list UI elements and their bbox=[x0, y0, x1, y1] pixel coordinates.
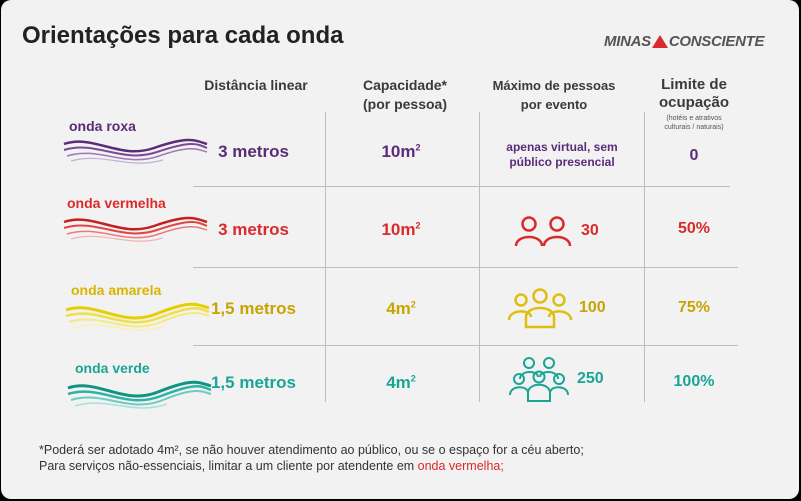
divider-row-1 bbox=[193, 186, 730, 187]
header-capacity-line1: Capacidade* bbox=[362, 77, 448, 93]
divider-vertical-3 bbox=[644, 112, 645, 402]
limit-amarela: 75% bbox=[677, 299, 711, 316]
footnote-line2: Para serviços não-essenciais, limitar a … bbox=[39, 458, 584, 474]
brand-logo-left: MINAS bbox=[604, 33, 651, 50]
footnote-line2-text: Para serviços não-essenciais, limitar a … bbox=[39, 459, 418, 473]
wave-vermelha-icon bbox=[63, 216, 208, 242]
footnote-line1: *Poderá ser adotado 4m², se não houver a… bbox=[39, 443, 584, 457]
max-people-vermelha-count: 30 bbox=[581, 222, 599, 239]
header-occupancy-limit: Limite de ocupação (hotéis e atrativos c… bbox=[644, 76, 744, 132]
group-people-icon bbox=[507, 288, 573, 329]
capacity-amarela: 4m2 bbox=[331, 299, 471, 319]
page-title: Orientações para cada onda bbox=[22, 22, 344, 49]
footnote: *Poderá ser adotado 4m², se não houver a… bbox=[39, 442, 584, 474]
header-capacity: Capacidade* (por pessoa) bbox=[345, 76, 465, 114]
max-people-amarela: 100 bbox=[507, 287, 606, 329]
wave-roxa-icon bbox=[63, 138, 208, 164]
distance-vermelha: 3 metros bbox=[218, 220, 289, 239]
capacity-roxa-sup: 2 bbox=[415, 142, 421, 153]
header-max-people-line2: por evento bbox=[520, 97, 588, 112]
capacity-vermelha-value: 10m bbox=[381, 220, 416, 239]
limit-roxa: 0 bbox=[689, 147, 699, 164]
max-people-verde: 250 bbox=[509, 355, 604, 403]
header-limit-line2: ocupação bbox=[658, 94, 730, 111]
divider-vertical-2 bbox=[479, 112, 480, 402]
header-distance-label: Distância linear bbox=[204, 77, 308, 93]
wave-verde-icon bbox=[67, 380, 212, 409]
header-capacity-line2: (por pessoa) bbox=[362, 96, 447, 112]
capacity-roxa-value: 10m bbox=[381, 142, 416, 161]
header-limit-line1: Limite de bbox=[661, 76, 727, 93]
capacity-verde-value: 4m bbox=[386, 373, 411, 392]
header-limit-note-line2: culturais / naturais) bbox=[664, 124, 724, 131]
max-people-verde-count: 250 bbox=[577, 370, 604, 387]
capacity-amarela-sup: 2 bbox=[410, 299, 416, 310]
divider-row-2 bbox=[193, 267, 738, 268]
wave-name-vermelha: onda vermelha bbox=[67, 195, 166, 211]
distance-verde: 1,5 metros bbox=[210, 373, 297, 392]
crowd-people-icon bbox=[509, 357, 569, 402]
limit-vermelha: 50% bbox=[677, 220, 711, 237]
capacity-vermelha: 10m2 bbox=[331, 220, 471, 240]
max-people-roxa: apenas virtual, sem público presencial bbox=[483, 140, 641, 170]
wave-name-verde: onda verde bbox=[75, 360, 150, 376]
capacity-roxa: 10m2 bbox=[331, 142, 471, 162]
two-people-icon bbox=[514, 216, 572, 247]
divider-vertical-1 bbox=[325, 112, 326, 402]
capacity-amarela-value: 4m bbox=[386, 299, 411, 318]
max-people-vermelha: 30 bbox=[513, 214, 599, 248]
max-people-roxa-line2: público presencial bbox=[509, 155, 615, 169]
footnote-line2-highlight: onda vermelha; bbox=[417, 459, 504, 473]
limit-verde: 100% bbox=[673, 373, 715, 390]
distance-roxa: 3 metros bbox=[218, 142, 289, 161]
max-people-amarela-count: 100 bbox=[579, 299, 606, 316]
wave-name-amarela: onda amarela bbox=[71, 282, 162, 298]
divider-row-3 bbox=[193, 345, 738, 346]
wave-amarela-icon bbox=[65, 302, 210, 331]
capacity-vermelha-sup: 2 bbox=[415, 220, 421, 231]
capacity-verde-sup: 2 bbox=[410, 373, 416, 384]
header-limit-note-line1: (hotéis e atrativos bbox=[666, 115, 722, 122]
capacity-verde: 4m2 bbox=[331, 373, 471, 393]
header-distance: Distância linear bbox=[191, 76, 321, 95]
distance-amarela: 1,5 metros bbox=[210, 299, 297, 318]
wave-name-roxa: onda roxa bbox=[69, 118, 136, 134]
header-max-people-line1: Máximo de pessoas bbox=[492, 78, 616, 93]
header-max-people: Máximo de pessoas por evento bbox=[479, 76, 629, 114]
max-people-roxa-line1: apenas virtual, sem bbox=[506, 140, 618, 154]
brand-logo-right: CONSCIENTE bbox=[668, 33, 765, 50]
brand-triangle-icon bbox=[651, 35, 668, 48]
brand-logo: MINAS CONSCIENTE bbox=[604, 33, 764, 50]
